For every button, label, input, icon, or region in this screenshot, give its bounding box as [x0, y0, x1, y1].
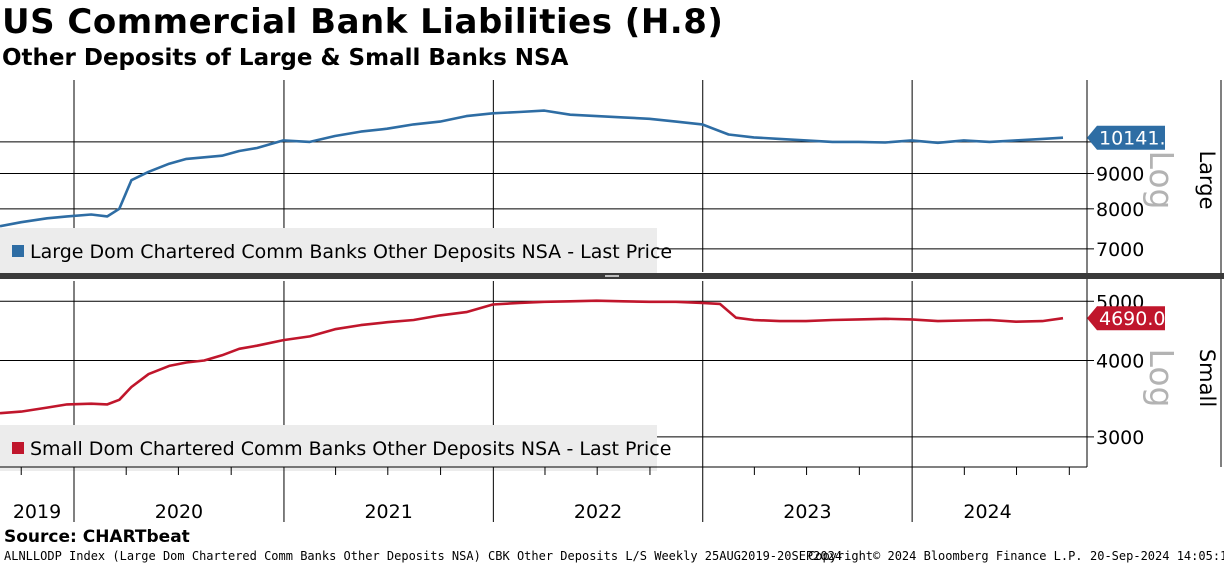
legend-label: Small Dom Chartered Comm Banks Other Dep…: [30, 438, 671, 460]
x-tick-label: 2019: [13, 501, 61, 523]
chart-title: US Commercial Bank Liabilities (H.8): [2, 2, 724, 42]
legend-box: [0, 425, 657, 471]
y-tick-label: 8000: [1096, 199, 1144, 221]
y-tick-label: 7000: [1096, 239, 1144, 261]
log-scale-label: Log: [1142, 151, 1181, 210]
series-line: [0, 109, 1064, 228]
panel-label: Small: [1195, 349, 1219, 407]
x-tick-label: 2024: [963, 501, 1011, 523]
last-value-tag: [1087, 125, 1165, 150]
legend-label: Large Dom Chartered Comm Banks Other Dep…: [30, 241, 672, 263]
log-scale-label: Log: [1142, 349, 1181, 408]
chart-subtitle: Other Deposits of Large & Small Banks NS…: [2, 45, 569, 71]
y-tick-label: 9000: [1096, 164, 1144, 186]
legend-swatch: [12, 442, 24, 454]
axes: [0, 80, 1224, 522]
last-value-label: 10141.31: [1099, 128, 1190, 150]
footer-timestamp: 20-Sep-2024 14:05:15: [1090, 549, 1224, 563]
legends: Large Dom Chartered Comm Banks Other Dep…: [0, 228, 672, 471]
footer-copyright: Copyright© 2024 Bloomberg Finance L.P.: [808, 549, 1083, 563]
last-value-label: 4690.06: [1099, 308, 1178, 330]
y-tick-label: 3000: [1096, 427, 1144, 449]
legend-swatch: [12, 245, 24, 257]
x-tick-label: 2020: [155, 501, 203, 523]
x-tick-label: 2023: [783, 501, 831, 523]
last-value-tag: [1087, 306, 1165, 331]
divider-handle: [605, 275, 619, 277]
y-tick-label: 4000: [1096, 351, 1144, 373]
legend-box: [0, 228, 657, 274]
source-note: Source: CHARTbeat: [4, 527, 190, 547]
series-lines: [0, 109, 1064, 415]
footer-left: ALNLLODP Index (Large Dom Chartered Comm…: [4, 549, 843, 563]
x-tick-label: 2022: [574, 501, 622, 523]
panel-label: Large: [1195, 150, 1219, 209]
series-line: [0, 299, 1064, 415]
x-tick-label: 2021: [364, 501, 412, 523]
